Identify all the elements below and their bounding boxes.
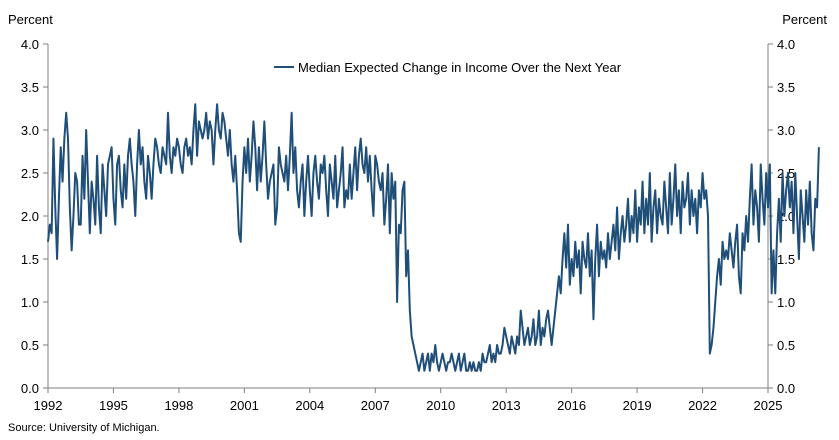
axis-ticks: 0.0 0.00.5 0.51.0 1.01.5 1.52.0 2.02.5 2.53.0 3…: [21, 37, 795, 413]
source-note: Source: University of Michigan.: [8, 422, 160, 434]
left-y-tick-label: 1.0: [21, 295, 39, 310]
left-y-tick-label: 4.0: [21, 37, 39, 52]
right-axis-unit-label: Percent: [782, 12, 827, 27]
legend-label: Median Expected Change in Income Over th…: [298, 60, 622, 75]
right-y-tick-label: 0.5: [777, 338, 795, 353]
left-y-tick-label: 2.5: [21, 166, 39, 181]
right-y-tick-label: 0.0: [777, 381, 795, 396]
left-y-tick-label: 2.0: [21, 209, 39, 224]
left-y-tick-label: 0.0: [21, 381, 39, 396]
left-axis-unit-label: Percent: [8, 12, 53, 27]
x-tick-label: 2025: [754, 398, 783, 413]
right-y-tick-label: 3.0: [777, 123, 795, 138]
x-tick-label: 2007: [361, 398, 390, 413]
right-y-tick-label: 1.0: [777, 295, 795, 310]
right-y-tick-label: 3.5: [777, 80, 795, 95]
right-y-tick-label: 2.5: [777, 166, 795, 181]
left-y-tick-label: 1.5: [21, 252, 39, 267]
x-tick-label: 2010: [426, 398, 455, 413]
x-tick-label: 2022: [688, 398, 717, 413]
x-tick-label: 2019: [623, 398, 652, 413]
right-y-tick-label: 4.0: [777, 37, 795, 52]
x-tick-label: 2004: [295, 398, 324, 413]
x-tick-label: 1995: [99, 398, 128, 413]
left-y-tick-label: 3.0: [21, 123, 39, 138]
left-y-tick-label: 3.5: [21, 80, 39, 95]
line-chart: 0.0 0.00.5 0.51.0 1.01.5 1.52.0 2.02.5 2.53.0 3…: [21, 37, 820, 413]
legend: Median Expected Change in Income Over th…: [274, 60, 622, 75]
right-y-tick-label: 1.5: [777, 252, 795, 267]
series-line-income-expectations: [47, 103, 820, 372]
x-tick-label: 1992: [34, 398, 63, 413]
x-tick-label: 1998: [164, 398, 193, 413]
x-tick-label: 2013: [492, 398, 521, 413]
left-y-tick-label: 0.5: [21, 338, 39, 353]
x-tick-label: 2016: [557, 398, 586, 413]
x-tick-label: 2001: [230, 398, 259, 413]
